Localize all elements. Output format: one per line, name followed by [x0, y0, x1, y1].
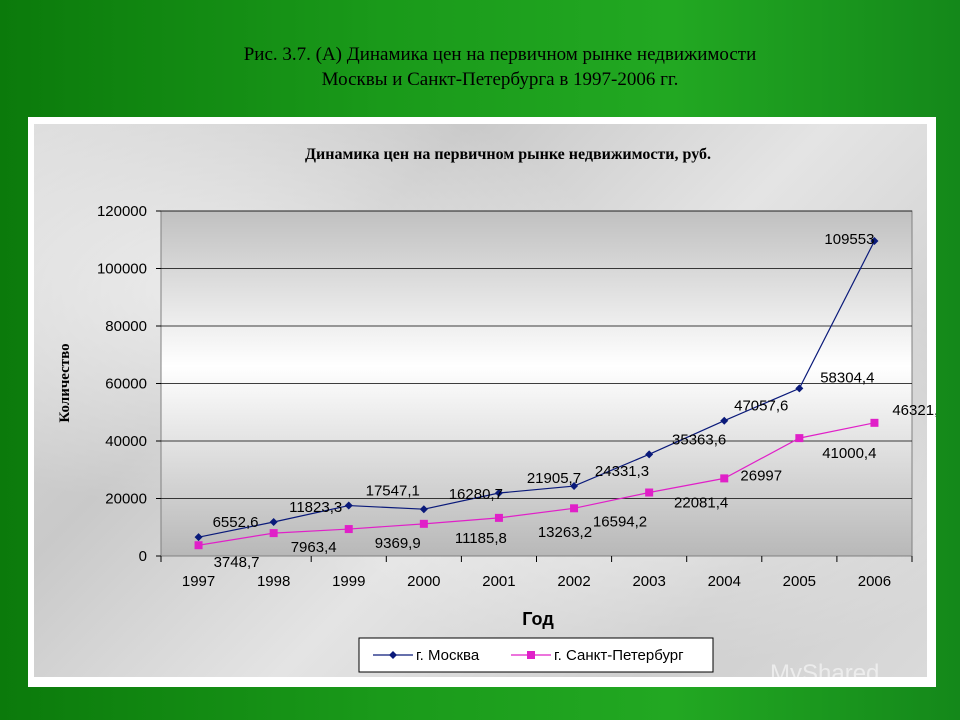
x-tick-label: 2001 — [482, 573, 515, 590]
legend: г. Москва г. Санкт-Петербург — [358, 637, 714, 673]
x-tick-label: 1998 — [257, 573, 290, 590]
data-label-spb: 22081,4 — [674, 495, 728, 512]
data-point-moscow — [645, 450, 654, 459]
data-label-spb: 7963,4 — [291, 539, 337, 556]
y-tick-label: 100000 — [97, 261, 147, 278]
data-label-moscow: 21905,7 — [527, 470, 581, 487]
x-tick-label: 2003 — [632, 573, 665, 590]
y-tick-label: 80000 — [105, 318, 147, 335]
y-tick-label: 20000 — [105, 491, 147, 508]
data-point-spb — [344, 525, 353, 534]
data-point-spb — [645, 488, 654, 497]
data-point-spb — [870, 418, 879, 427]
data-point-moscow — [795, 384, 804, 393]
data-point-moscow — [870, 237, 879, 246]
data-label-moscow: 16280,7 — [449, 486, 503, 503]
data-point-moscow — [720, 416, 729, 425]
data-label-moscow: 11823,3 — [289, 499, 342, 516]
x-tick-label: 2005 — [783, 573, 816, 590]
legend-spb-marker — [527, 651, 535, 659]
chart-title: Динамика цен на первичном рынке недвижим… — [305, 146, 711, 163]
slide-title: Рис. 3.7. (А) Динамика цен на первичном … — [180, 42, 820, 92]
data-label-moscow: 58304,4 — [820, 369, 874, 386]
data-point-moscow — [344, 501, 353, 510]
y-axis-label: Количество — [57, 343, 73, 422]
legend-moscow-label: г. Москва — [416, 647, 480, 664]
data-label-spb: 16594,2 — [593, 513, 647, 530]
data-point-moscow — [194, 533, 203, 542]
data-label-spb: 11185,8 — [455, 530, 507, 547]
series-line-moscow — [198, 240, 875, 538]
data-point-spb — [570, 504, 579, 513]
x-axis-label: Год — [522, 609, 554, 629]
series-line-spb — [198, 422, 875, 546]
data-label-spb: 41000,4 — [822, 445, 876, 462]
data-label-moscow: 6552,6 — [213, 514, 259, 531]
data-label-spb: 13263,2 — [538, 524, 592, 541]
data-point-moscow — [570, 482, 579, 491]
x-tick-label: 1999 — [332, 573, 365, 590]
data-label-moscow: 47057,6 — [734, 398, 788, 415]
legend-moscow-marker — [389, 651, 397, 659]
slide-title-line-1: Рис. 3.7. (А) Динамика цен на первичном … — [243, 44, 757, 65]
data-point-moscow — [494, 489, 503, 498]
data-point-moscow — [269, 518, 278, 527]
data-point-spb — [494, 513, 503, 522]
x-tick-label: 2002 — [557, 573, 590, 590]
data-label-spb: 9369,9 — [375, 535, 421, 552]
data-point-spb — [269, 529, 278, 538]
x-tick-label: 2004 — [708, 573, 741, 590]
legend-spb-label: г. Санкт-Петербург — [554, 647, 684, 664]
data-point-spb — [419, 519, 428, 528]
data-label-moscow: 24331,3 — [595, 463, 649, 480]
x-tick-label: 1997 — [182, 573, 215, 590]
data-label-spb: 26997 — [740, 467, 782, 484]
data-point-moscow — [419, 505, 428, 514]
data-point-spb — [194, 541, 203, 550]
data-point-spb — [795, 434, 804, 443]
x-tick-label: 2006 — [858, 573, 891, 590]
x-tick-label: 2000 — [407, 573, 440, 590]
data-label-spb: 3748,7 — [214, 554, 260, 571]
data-label-spb: 46321,3 — [892, 402, 936, 419]
y-tick-label: 40000 — [105, 433, 147, 450]
watermark: MyShared — [770, 660, 880, 687]
y-tick-label: 120000 — [97, 203, 147, 220]
data-label-moscow: 35363,6 — [672, 431, 726, 448]
y-tick-label: 0 — [139, 548, 147, 565]
slide-title-line-2: Москвы и Санкт-Петербурга в 1997-2006 гг… — [321, 69, 679, 90]
y-tick-label: 60000 — [105, 376, 147, 393]
data-label-moscow: 17547,1 — [366, 483, 420, 500]
data-point-spb — [720, 474, 729, 483]
price-dynamics-chart: Динамика цен на первичном рынке недвижим… — [57, 146, 936, 673]
chart-frame: Динамика цен на первичном рынке недвижим… — [28, 117, 936, 687]
data-label-moscow: 109553 — [824, 231, 874, 248]
